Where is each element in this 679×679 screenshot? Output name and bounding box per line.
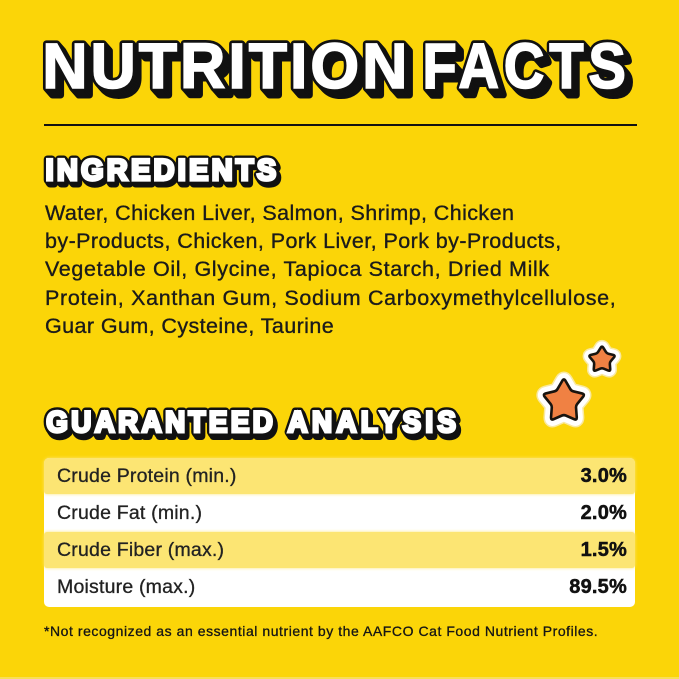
svg-text:INGREDIENTS: INGREDIENTS bbox=[47, 156, 277, 190]
svg-text:ANALYSIS: ANALYSIS bbox=[289, 408, 457, 441]
svg-text:NUTRITION: NUTRITION bbox=[46, 36, 411, 107]
svg-text:NUTRITION: NUTRITION bbox=[48, 38, 413, 109]
svg-text:NUTRITION: NUTRITION bbox=[43, 33, 408, 104]
svg-text:NUTRITION: NUTRITION bbox=[47, 37, 412, 108]
svg-text:ANALYSIS: ANALYSIS bbox=[288, 406, 456, 439]
svg-text:NUTRITION: NUTRITION bbox=[42, 32, 407, 103]
svg-text:INGREDIENTS: INGREDIENTS bbox=[48, 157, 278, 191]
svg-text:GUARANTEED: GUARANTEED bbox=[47, 408, 274, 441]
svg-text:ANALYSIS: ANALYSIS bbox=[290, 410, 458, 443]
svg-text:INGREDIENTS: INGREDIENTS bbox=[47, 155, 277, 189]
svg-text:GUARANTEED: GUARANTEED bbox=[49, 410, 276, 443]
svg-text:GUARANTEED: GUARANTEED bbox=[46, 406, 273, 439]
svg-text:INGREDIENTS: INGREDIENTS bbox=[46, 153, 276, 187]
svg-text:NUTRITION: NUTRITION bbox=[48, 39, 413, 110]
svg-text:INGREDIENTS: INGREDIENTS bbox=[46, 153, 276, 187]
svg-text:GUARANTEED: GUARANTEED bbox=[46, 406, 273, 439]
svg-text:GUARANTEED: GUARANTEED bbox=[48, 409, 275, 442]
svg-text:NUTRITION: NUTRITION bbox=[45, 35, 410, 106]
svg-text:NUTRITION: NUTRITION bbox=[44, 34, 409, 105]
svg-text:NUTRITION: NUTRITION bbox=[42, 32, 407, 103]
svg-text:ANALYSIS: ANALYSIS bbox=[289, 409, 457, 442]
svg-text:ANALYSIS: ANALYSIS bbox=[288, 406, 456, 439]
svg-text:FACTS: FACTS bbox=[422, 30, 626, 102]
